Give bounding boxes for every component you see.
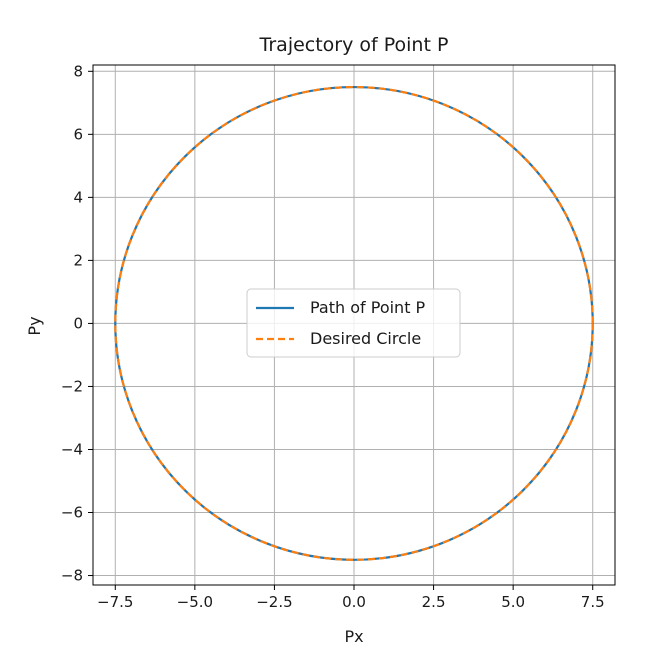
- y-tick-label: 4: [73, 188, 83, 206]
- y-tick-label: −4: [61, 440, 83, 458]
- legend-label-path: Path of Point P: [310, 298, 426, 317]
- x-tick-label: 5.0: [501, 593, 525, 611]
- y-axis-label: Py: [25, 316, 44, 335]
- chart-title: Trajectory of Point P: [259, 34, 449, 56]
- x-tick-label: 2.5: [422, 593, 446, 611]
- x-tick-label: −2.5: [256, 593, 292, 611]
- y-tick-label: −6: [61, 504, 83, 522]
- x-axis-label: Px: [344, 627, 363, 645]
- x-tick-label: −7.5: [97, 593, 133, 611]
- y-tick-label: 8: [73, 62, 83, 80]
- legend-box: [246, 288, 461, 358]
- series-layer: [114, 85, 594, 561]
- x-tick-label: 7.5: [581, 593, 605, 611]
- series-desired-circle: [114, 85, 594, 561]
- x-tick-label: −5.0: [177, 593, 213, 611]
- x-axis-ticks: −7.5 −5.0 −2.5 0.0 2.5 5.0 7.5: [97, 585, 605, 611]
- y-tick-label: −8: [61, 567, 83, 585]
- legend: Path of Point P Desired Circle: [246, 288, 461, 358]
- y-tick-label: 2: [73, 251, 83, 269]
- y-tick-label: −2: [61, 377, 83, 395]
- y-tick-label: 0: [73, 314, 83, 332]
- legend-label-desired: Desired Circle: [310, 329, 421, 348]
- y-axis-ticks: −8 −6 −4 −2 0 2 4 6 8: [61, 62, 93, 585]
- y-tick-label: 6: [73, 125, 83, 143]
- x-tick-label: 0.0: [342, 593, 366, 611]
